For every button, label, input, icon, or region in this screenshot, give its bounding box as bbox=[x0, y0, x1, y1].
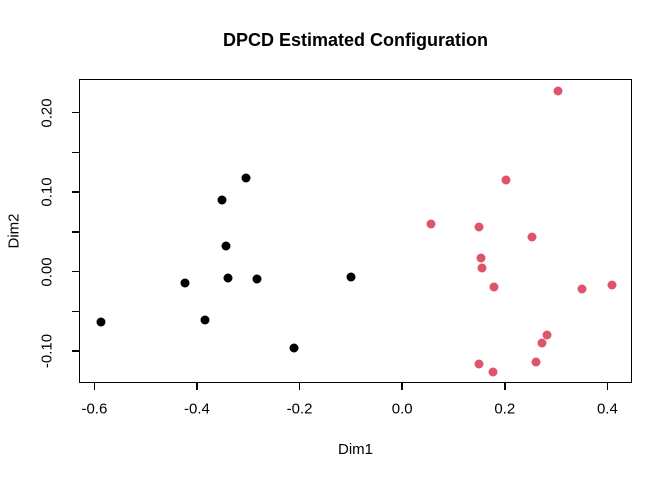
x-tick-mark bbox=[606, 383, 609, 390]
data-point-cluster-rose bbox=[501, 175, 511, 185]
plot-area bbox=[79, 79, 632, 383]
data-point-cluster-black bbox=[223, 273, 233, 283]
x-tick-label: -0.6 bbox=[81, 400, 108, 418]
data-point-cluster-rose bbox=[542, 330, 552, 340]
x-tick-mark bbox=[401, 383, 403, 390]
x-tick-mark bbox=[196, 383, 198, 390]
y-tick-mark bbox=[72, 310, 79, 313]
data-point-cluster-rose bbox=[477, 263, 487, 273]
data-point-cluster-rose bbox=[553, 86, 563, 96]
data-point-cluster-rose bbox=[527, 232, 537, 242]
y-tick-label: 0.00 bbox=[38, 257, 56, 287]
data-point-cluster-rose bbox=[476, 253, 486, 263]
data-point-cluster-black bbox=[252, 274, 262, 284]
data-point-cluster-black bbox=[289, 343, 299, 353]
data-point-cluster-black bbox=[200, 315, 210, 325]
x-tick-label: 0.0 bbox=[391, 400, 413, 418]
y-tick-label: 0.10 bbox=[38, 177, 56, 207]
x-tick-mark bbox=[298, 383, 301, 390]
data-point-cluster-black bbox=[217, 195, 227, 205]
data-point-cluster-black bbox=[180, 278, 190, 288]
data-point-cluster-rose bbox=[531, 357, 541, 367]
data-point-cluster-rose bbox=[607, 280, 617, 290]
data-point-cluster-black bbox=[221, 241, 231, 251]
y-tick-mark bbox=[72, 151, 79, 154]
data-point-cluster-rose bbox=[474, 359, 484, 369]
y-tick-mark bbox=[72, 350, 79, 352]
data-point-cluster-black bbox=[241, 173, 251, 183]
y-tick-mark bbox=[72, 231, 79, 233]
x-tick-mark bbox=[93, 383, 96, 390]
data-point-cluster-rose bbox=[474, 222, 484, 232]
x-tick-label: 0.2 bbox=[494, 400, 516, 418]
data-point-cluster-rose bbox=[426, 219, 436, 229]
data-point-cluster-rose bbox=[489, 282, 499, 292]
data-point-cluster-black bbox=[346, 272, 356, 282]
x-axis-label: Dim1 bbox=[337, 441, 373, 458]
y-tick-mark bbox=[72, 270, 79, 273]
x-tick-label: -0.2 bbox=[286, 400, 313, 418]
x-tick-mark bbox=[504, 383, 506, 390]
y-axis-label-text: Dim2 bbox=[5, 213, 23, 249]
data-point-cluster-rose bbox=[488, 367, 498, 377]
y-tick-label: 0.20 bbox=[38, 98, 56, 128]
y-tick-mark bbox=[72, 111, 79, 114]
x-tick-label: -0.4 bbox=[184, 400, 210, 418]
data-point-cluster-rose bbox=[537, 338, 547, 348]
y-tick-mark bbox=[72, 191, 79, 193]
x-tick-label: 0.4 bbox=[596, 400, 618, 418]
y-tick-label: -0.10 bbox=[38, 334, 56, 369]
data-point-cluster-rose bbox=[577, 284, 587, 294]
plot-title: DPCD Estimated Configuration bbox=[222, 30, 488, 50]
data-point-cluster-black bbox=[96, 317, 106, 327]
